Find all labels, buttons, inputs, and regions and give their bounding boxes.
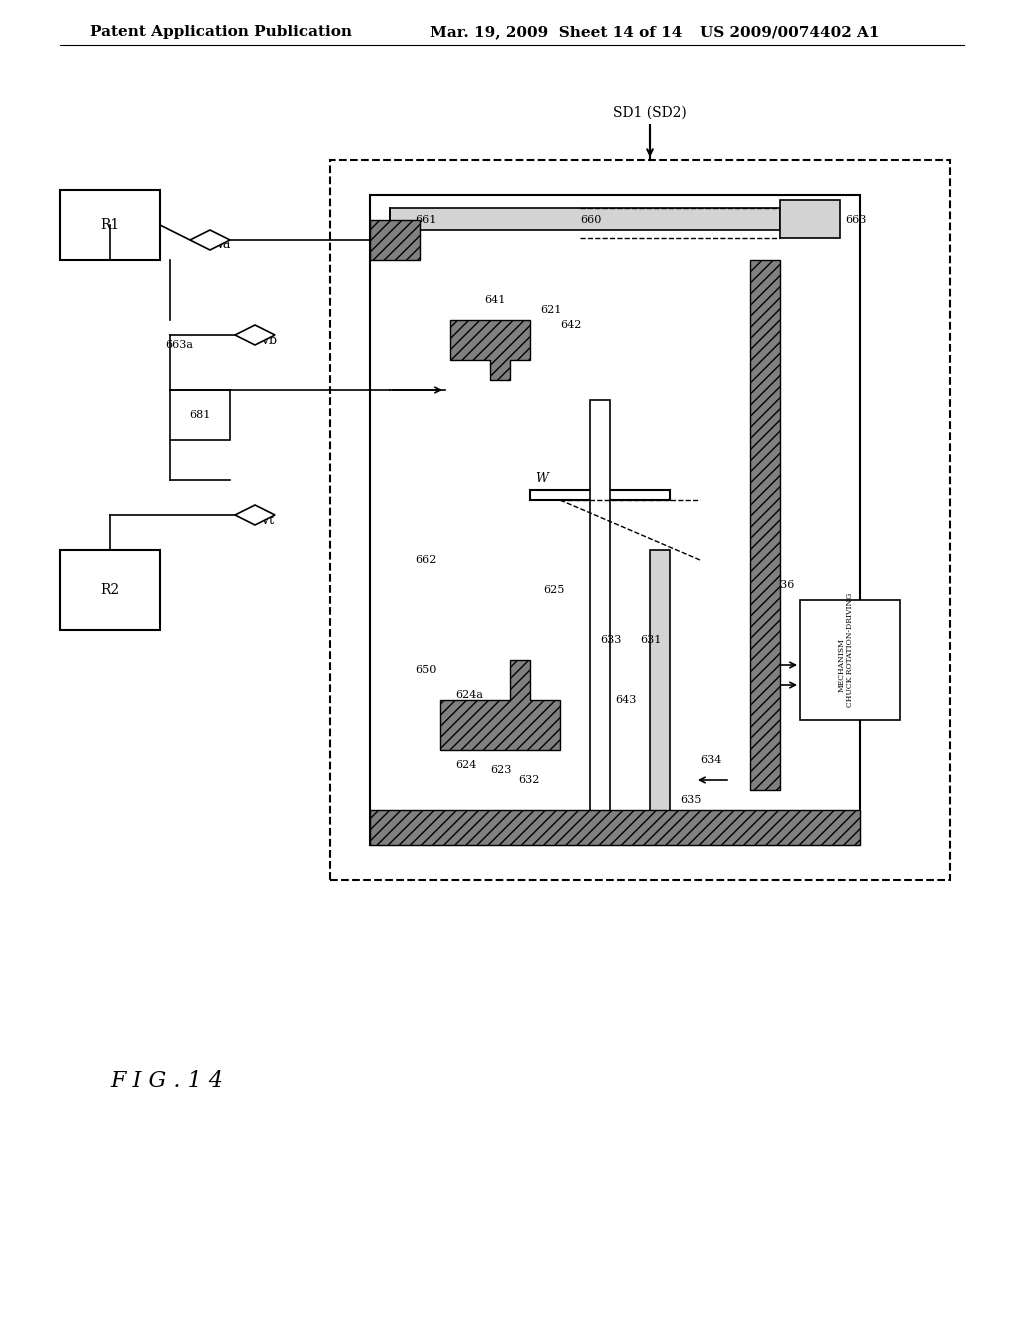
Bar (330, 160, 950, 880)
Polygon shape (450, 319, 530, 380)
Polygon shape (370, 810, 860, 845)
Polygon shape (190, 230, 230, 249)
Text: MECHANISM: MECHANISM (838, 638, 846, 692)
Text: 661: 661 (415, 215, 436, 224)
Text: Va: Va (215, 239, 230, 252)
Bar (530, 490, 670, 500)
Bar (590, 400, 610, 830)
Text: 624a: 624a (455, 690, 483, 700)
Text: 633: 633 (600, 635, 622, 645)
Polygon shape (440, 660, 560, 750)
Polygon shape (370, 220, 420, 260)
Text: 643: 643 (615, 696, 636, 705)
Bar (170, 389, 230, 440)
Text: 624: 624 (455, 760, 476, 770)
Text: 636: 636 (773, 579, 795, 590)
Text: US 2009/0074402 A1: US 2009/0074402 A1 (700, 25, 880, 40)
Text: R2: R2 (100, 583, 120, 597)
Text: Vb: Vb (260, 334, 278, 346)
Text: 634: 634 (700, 755, 721, 766)
Text: 621: 621 (540, 305, 561, 315)
Text: 663: 663 (845, 215, 866, 224)
Text: R1: R1 (100, 218, 120, 232)
Text: SD1 (SD2): SD1 (SD2) (613, 106, 687, 120)
Bar (370, 195, 860, 845)
Text: Vt: Vt (260, 513, 274, 527)
Text: 642: 642 (560, 319, 582, 330)
Bar (780, 201, 840, 238)
Text: CHUCK ROTATION-DRIVING: CHUCK ROTATION-DRIVING (846, 593, 854, 708)
Text: 681: 681 (189, 411, 211, 420)
Polygon shape (234, 506, 275, 525)
Text: Mar. 19, 2009  Sheet 14 of 14: Mar. 19, 2009 Sheet 14 of 14 (430, 25, 682, 40)
Polygon shape (750, 260, 780, 789)
Bar (650, 550, 670, 830)
Text: 663a: 663a (165, 341, 193, 350)
Text: Patent Application Publication: Patent Application Publication (90, 25, 352, 40)
Text: 650: 650 (415, 665, 436, 675)
Text: W: W (535, 473, 548, 484)
Bar (390, 209, 780, 230)
Text: 632: 632 (518, 775, 540, 785)
Text: F I G . 1 4: F I G . 1 4 (110, 1071, 223, 1092)
Text: 625: 625 (544, 585, 565, 595)
Text: 662: 662 (415, 554, 436, 565)
Bar (60, 550, 160, 630)
Text: 660: 660 (580, 215, 601, 224)
Text: 641: 641 (484, 294, 506, 305)
Bar (60, 190, 160, 260)
Bar (800, 601, 900, 719)
Text: 635: 635 (680, 795, 701, 805)
Text: 631: 631 (640, 635, 662, 645)
Polygon shape (234, 325, 275, 345)
Text: 623: 623 (490, 766, 511, 775)
